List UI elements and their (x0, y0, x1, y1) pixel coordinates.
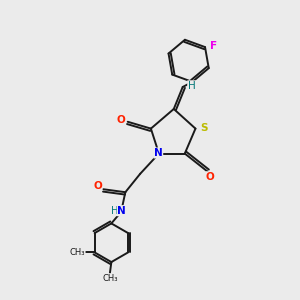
Text: O: O (93, 181, 102, 191)
Text: H: H (111, 206, 118, 216)
Text: F: F (210, 41, 217, 52)
Text: CH₃: CH₃ (70, 248, 85, 256)
Text: O: O (117, 115, 125, 125)
Text: H: H (188, 81, 196, 91)
Text: N: N (154, 148, 163, 158)
Text: N: N (117, 206, 126, 216)
Text: O: O (206, 172, 215, 182)
Text: CH₃: CH₃ (102, 274, 118, 283)
Text: S: S (200, 123, 208, 133)
